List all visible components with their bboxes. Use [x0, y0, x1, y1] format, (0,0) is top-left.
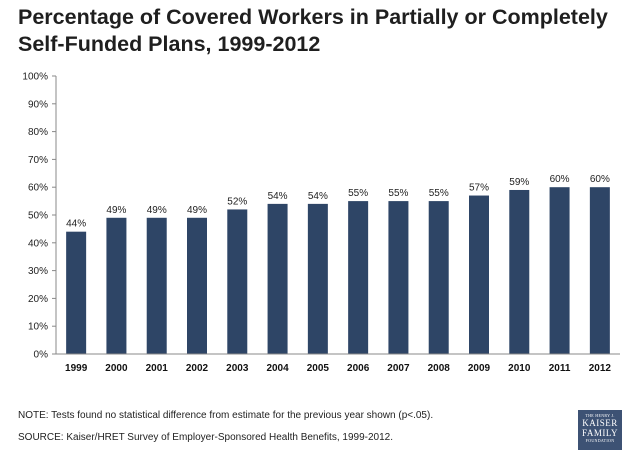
data-label: 49%: [106, 205, 126, 216]
bar: [509, 189, 530, 354]
x-axis: 1999 2000 2001 2002 2003 2004 2005 2006 2007 2008…: [56, 353, 620, 374]
data-label: 55%: [348, 188, 368, 199]
data-label: 54%: [308, 191, 328, 202]
x-tick-label: 2004: [266, 363, 289, 374]
data-label: 52%: [227, 196, 247, 207]
bar: [549, 187, 570, 354]
y-tick-label: 0%: [34, 350, 49, 361]
logo-line: THE HENRY J.: [585, 413, 615, 418]
bar: [388, 201, 409, 354]
y-tick-label: 60%: [28, 183, 48, 194]
y-tick-label: 30%: [28, 266, 48, 277]
x-tick-label: 2008: [428, 363, 451, 374]
bar: [106, 217, 127, 354]
bar: [428, 201, 449, 354]
bar: [348, 201, 369, 354]
logo-line: KAISER: [582, 418, 618, 428]
logo-line: FAMILY: [582, 428, 618, 438]
x-tick-label: 2006: [347, 363, 370, 374]
bar: [589, 187, 610, 354]
data-label: 49%: [187, 205, 207, 216]
y-tick-label: 80%: [28, 127, 48, 138]
x-tick-label: 2010: [508, 363, 531, 374]
y-tick-label: 20%: [28, 294, 48, 305]
x-tick-label: 2012: [589, 363, 612, 374]
x-tick-label: 2001: [146, 363, 169, 374]
bar: [469, 195, 489, 354]
x-tick-label: 2005: [307, 363, 330, 374]
data-label: 55%: [429, 188, 449, 199]
data-label: 49%: [147, 205, 167, 216]
x-tick-label: 2003: [226, 363, 249, 374]
x-tick-label: 2011: [549, 363, 571, 374]
y-tick-label: 90%: [28, 99, 48, 110]
data-label: 54%: [268, 191, 288, 202]
x-tick-label: 2000: [105, 363, 128, 374]
y-tick-label: 100%: [22, 72, 48, 83]
y-tick-label: 70%: [28, 155, 48, 166]
source-note: SOURCE: Kaiser/HRET Survey of Employer-S…: [18, 432, 393, 443]
data-label: 57%: [469, 183, 489, 194]
bar: [267, 203, 288, 354]
data-label: 44%: [66, 219, 86, 230]
data-label: 60%: [550, 174, 570, 185]
y-tick-label: 10%: [28, 322, 48, 333]
bar: [66, 231, 87, 354]
x-tick-label: 2007: [387, 363, 410, 374]
y-axis: 0% 10% 20% 30% 40% 50% 60% 70% 80% 90% 100%: [22, 72, 57, 361]
y-tick-label: 50%: [28, 211, 48, 222]
x-tick-label: 2009: [468, 363, 491, 374]
logo-line: FOUNDATION: [585, 438, 615, 443]
data-label: 55%: [388, 188, 408, 199]
kff-logo: THE HENRY J. KAISER FAMILY FOUNDATION: [578, 410, 622, 450]
bars: 44% 49% 49% 49% 52% 54% 54% 55% 55% 55% 57% 59% 60% 6…: [66, 174, 610, 354]
bar: [187, 217, 207, 354]
bar: [307, 203, 328, 354]
bar: [227, 209, 248, 354]
y-tick-label: 40%: [28, 238, 48, 249]
x-tick-label: 2002: [186, 363, 209, 374]
footnote: NOTE: Tests found no statistical differe…: [18, 410, 434, 421]
bar: [146, 217, 167, 354]
x-tick-label: 1999: [65, 363, 88, 374]
data-label: 59%: [509, 177, 529, 188]
data-label: 60%: [590, 174, 610, 185]
chart-title: Percentage of Covered Workers in Partial…: [18, 5, 608, 56]
